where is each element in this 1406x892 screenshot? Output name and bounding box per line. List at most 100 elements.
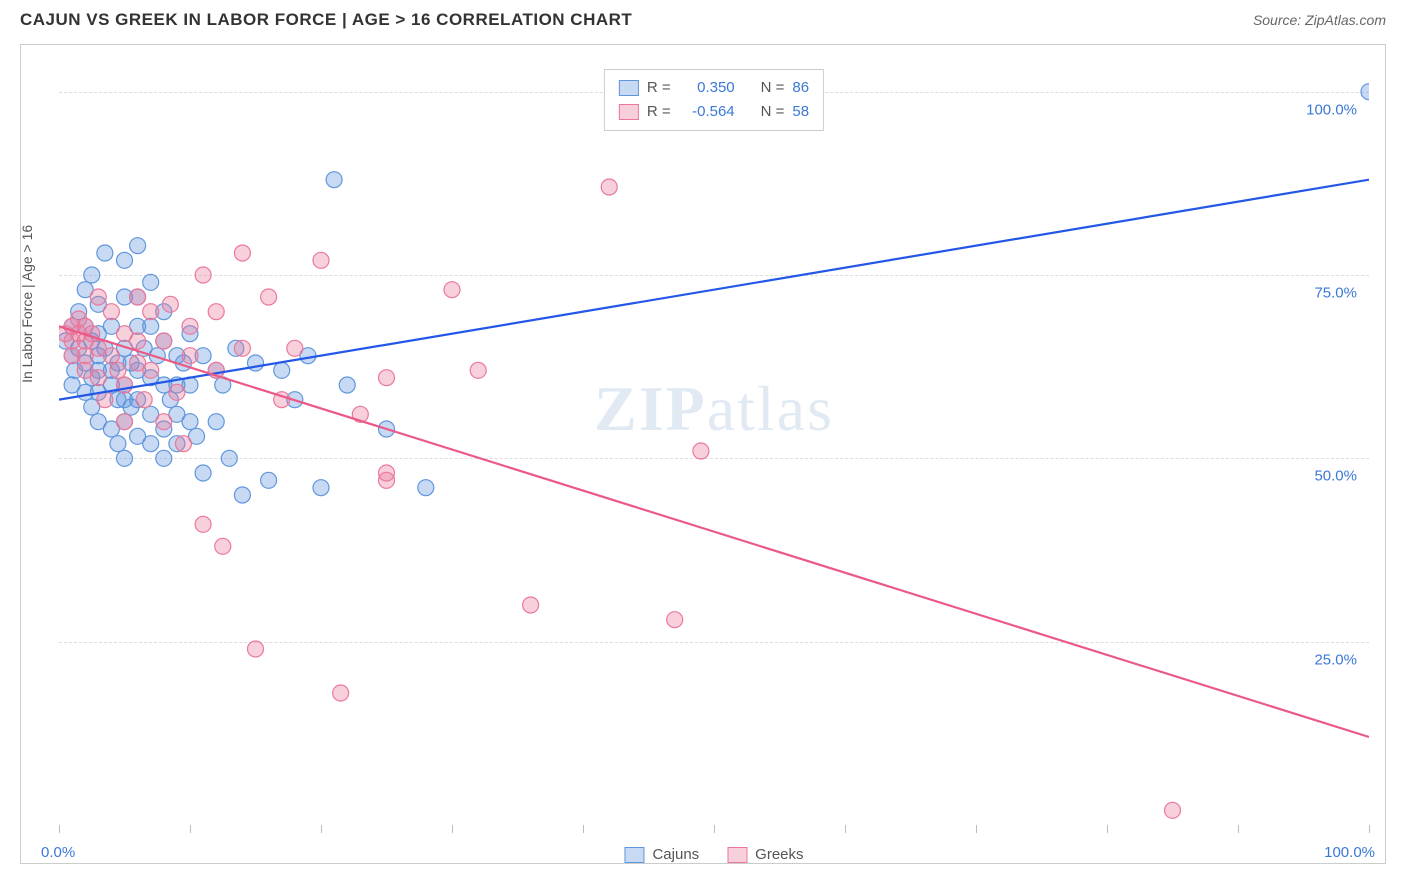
data-point <box>470 362 486 378</box>
x-tick <box>452 825 453 833</box>
data-point <box>156 333 172 349</box>
data-point <box>326 172 342 188</box>
data-point <box>667 612 683 628</box>
data-point <box>333 685 349 701</box>
data-point <box>221 450 237 466</box>
data-point <box>143 304 159 320</box>
data-point <box>195 516 211 532</box>
data-point <box>90 289 106 305</box>
data-point <box>162 296 178 312</box>
x-tick-label: 0.0% <box>41 844 75 861</box>
data-point <box>130 289 146 305</box>
swatch-cajuns-bottom <box>624 847 644 863</box>
data-point <box>130 238 146 254</box>
data-point <box>156 414 172 430</box>
data-point <box>234 245 250 261</box>
data-point <box>143 318 159 334</box>
data-point <box>143 362 159 378</box>
data-point <box>215 538 231 554</box>
series-name-greeks: Greeks <box>755 846 803 863</box>
data-point <box>693 443 709 459</box>
data-point <box>208 414 224 430</box>
data-point <box>143 436 159 452</box>
x-tick <box>59 825 60 833</box>
correlation-legend: R = 0.350 N = 86 R = -0.564 N = 58 <box>604 69 824 131</box>
data-point <box>97 392 113 408</box>
plot-area: ZIPatlas R = 0.350 N = 86 R = -0.564 N =… <box>59 55 1369 825</box>
chart-container: In Labor Force | Age > 16 ZIPatlas R = 0… <box>20 44 1386 864</box>
data-point <box>313 252 329 268</box>
data-point <box>182 318 198 334</box>
data-point <box>110 436 126 452</box>
x-tick <box>1238 825 1239 833</box>
x-tick <box>1369 825 1370 833</box>
data-point <box>523 597 539 613</box>
data-point <box>261 472 277 488</box>
r-label: R = <box>647 76 671 100</box>
data-point <box>601 179 617 195</box>
swatch-greeks <box>619 104 639 120</box>
data-point <box>379 472 395 488</box>
data-point <box>143 274 159 290</box>
data-point <box>1361 84 1369 100</box>
data-point <box>274 362 290 378</box>
data-point <box>84 267 100 283</box>
data-point <box>175 436 191 452</box>
data-point <box>195 465 211 481</box>
data-point <box>287 340 303 356</box>
r-label: R = <box>647 100 671 124</box>
x-tick <box>583 825 584 833</box>
x-tick <box>1107 825 1108 833</box>
y-axis-label: In Labor Force | Age > 16 <box>19 225 35 383</box>
chart-title: CAJUN VS GREEK IN LABOR FORCE | AGE > 16… <box>20 10 632 30</box>
trend-line <box>59 326 1369 737</box>
data-point <box>117 252 133 268</box>
scatter-svg <box>59 55 1369 825</box>
legend-item-cajuns: Cajuns <box>624 846 699 863</box>
data-point <box>261 289 277 305</box>
data-point <box>103 348 119 364</box>
data-point <box>136 392 152 408</box>
r-value-cajuns: 0.350 <box>679 76 735 100</box>
n-value-greeks: 58 <box>792 100 809 124</box>
r-value-greeks: -0.564 <box>679 100 735 124</box>
n-label: N = <box>761 76 785 100</box>
data-point <box>117 450 133 466</box>
data-point <box>248 641 264 657</box>
trend-line <box>59 180 1369 400</box>
data-point <box>234 487 250 503</box>
data-point <box>169 384 185 400</box>
data-point <box>110 362 126 378</box>
legend-item-greeks: Greeks <box>727 846 803 863</box>
data-point <box>339 377 355 393</box>
series-legend: Cajuns Greeks <box>624 846 803 863</box>
data-point <box>1165 802 1181 818</box>
legend-row-cajuns: R = 0.350 N = 86 <box>619 76 809 100</box>
data-point <box>117 414 133 430</box>
x-tick <box>845 825 846 833</box>
data-point <box>444 282 460 298</box>
data-point <box>379 370 395 386</box>
x-tick <box>321 825 322 833</box>
data-point <box>156 450 172 466</box>
x-tick <box>976 825 977 833</box>
data-point <box>313 480 329 496</box>
data-point <box>182 414 198 430</box>
n-label: N = <box>761 100 785 124</box>
legend-row-greeks: R = -0.564 N = 58 <box>619 100 809 124</box>
data-point <box>208 304 224 320</box>
data-point <box>90 370 106 386</box>
series-name-cajuns: Cajuns <box>652 846 699 863</box>
swatch-greeks-bottom <box>727 847 747 863</box>
source-attribution: Source: ZipAtlas.com <box>1253 12 1386 28</box>
x-tick <box>714 825 715 833</box>
data-point <box>195 267 211 283</box>
data-point <box>97 245 113 261</box>
x-tick <box>190 825 191 833</box>
data-point <box>234 340 250 356</box>
data-point <box>103 304 119 320</box>
swatch-cajuns <box>619 80 639 96</box>
data-point <box>130 333 146 349</box>
data-point <box>182 348 198 364</box>
n-value-cajuns: 86 <box>792 76 809 100</box>
